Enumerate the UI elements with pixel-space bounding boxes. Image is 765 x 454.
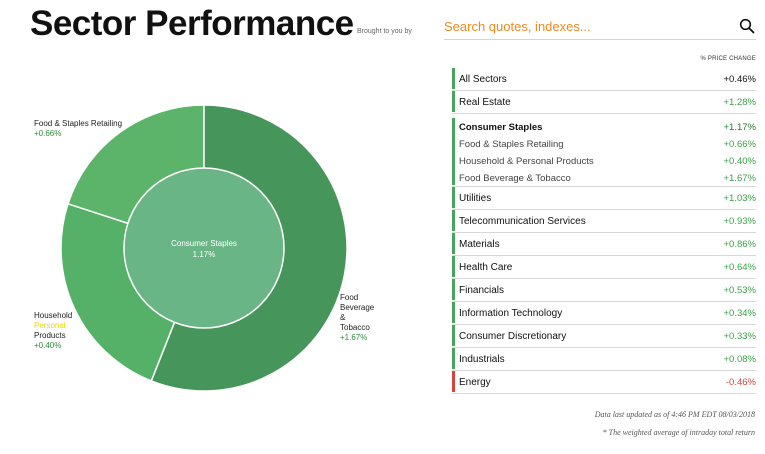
sector-change: +0.64% [723,262,757,273]
donut-center-circle[interactable] [123,167,285,329]
industry-row-food-beverage-tobacco[interactable]: Food Beverage & Tobacco +1.67% [459,171,756,185]
last-updated-note: Data last updated as of 4:46 PM EDT 08/0… [594,410,755,419]
sector-row-all-sectors[interactable]: All Sectors +0.46% [452,68,756,91]
industry-change: +0.40% [723,156,757,167]
sector-change: +1.17% [723,122,757,133]
sector-row-utilities[interactable]: Utilities +1.03% [452,187,756,210]
sector-change: +0.46% [723,74,757,85]
sector-name: Industrials [459,354,505,365]
row-indicator [452,325,455,346]
sector-name: Utilities [459,193,492,204]
segment-pct: +0.66% [34,129,62,138]
row-indicator [452,187,455,208]
sector-donut-chart: Food & Staples Retailing +0.66% Househol… [0,60,430,454]
sector-table: % PRICE CHANGE All Sectors +0.46% Real E… [452,56,756,394]
row-indicator [452,256,455,277]
sector-name: Telecommunication Services [459,216,586,227]
sector-name: Materials [459,239,500,250]
sector-name: Energy [459,377,491,388]
segment-name-line: Products [34,331,66,340]
center-sector-name: Consumer Staples [171,239,237,248]
sector-name: Health Care [459,262,513,273]
sector-group-consumer-staples: Consumer Staples +1.17% Food & Staples R… [452,114,756,187]
segment-label-food-staples-retailing[interactable]: Food & Staples Retailing +0.66% [34,119,122,139]
sector-change: +0.08% [723,354,757,365]
sector-row-health-care[interactable]: Health Care +0.64% [452,256,756,279]
row-indicator [452,233,455,254]
page-title: Sector Performance [30,4,354,43]
industry-name: Food Beverage & Tobacco [459,173,571,184]
sector-name: Financials [459,285,505,296]
industry-name: Food & Staples Retailing [459,139,564,150]
row-indicator [452,348,455,369]
sector-change: +0.33% [723,331,757,342]
sector-change: +1.28% [723,97,757,108]
sector-change: +0.53% [723,285,757,296]
sector-change: -0.46% [725,377,756,388]
weighted-average-note: * The weighted average of intraday total… [602,428,755,437]
sector-row-telecommunication-services[interactable]: Telecommunication Services +0.93% [452,210,756,233]
brought-to-you-by: Brought to you by [357,28,412,35]
sector-name: All Sectors [459,74,507,85]
sector-change: +0.34% [723,308,757,319]
search-box [444,14,756,40]
sector-name: Information Technology [459,308,563,319]
group-header-row[interactable]: Consumer Staples +1.17% [459,120,756,134]
row-indicator [452,68,455,89]
sector-row-consumer-discretionary[interactable]: Consumer Discretionary +0.33% [452,325,756,348]
sector-change: +1.03% [723,193,757,204]
row-indicator [452,210,455,231]
segment-name: Food & Staples Retailing [34,119,123,128]
row-indicator [452,371,455,392]
sector-change: +0.86% [723,239,757,250]
sector-row-energy[interactable]: Energy -0.46% [452,371,756,394]
donut-center-label[interactable]: Consumer Staples 1.17% [140,238,268,260]
segment-name-line: Food [340,293,359,302]
industry-change: +1.67% [723,173,757,184]
sector-row-industrials[interactable]: Industrials +0.08% [452,348,756,371]
center-sector-value: 1.17% [192,250,216,259]
sector-row-real-estate[interactable]: Real Estate +1.28% [452,91,756,114]
row-indicator [452,279,455,300]
search-input[interactable] [444,15,729,37]
segment-pct: +1.67% [340,333,368,342]
search-button[interactable] [738,18,756,36]
segment-name-line: Beverage [340,303,375,312]
industry-change: +0.66% [723,139,757,150]
sector-name: Consumer Discretionary [459,331,567,342]
row-indicator [452,118,455,185]
column-header: % PRICE CHANGE [700,56,756,62]
row-indicator [452,302,455,323]
segment-name-line: & [340,313,346,322]
segment-name-line: Tobacco [340,323,370,332]
sector-row-materials[interactable]: Materials +0.86% [452,233,756,256]
industry-name: Household & Personal Products [459,156,594,167]
segment-label-food-beverage-tobacco[interactable]: Food Beverage & Tobacco +1.67% [340,293,374,343]
segment-name-sub: Personal [34,321,66,330]
row-indicator [452,91,455,112]
sector-name: Real Estate [459,97,511,108]
sector-row-financials[interactable]: Financials +0.53% [452,279,756,302]
segment-pct: +0.40% [34,341,62,350]
donut-svg [60,104,348,392]
search-icon [739,18,755,34]
sector-name: Consumer Staples [459,122,543,133]
industry-row-food-staples-retailing[interactable]: Food & Staples Retailing +0.66% [459,137,756,151]
segment-label-household-products[interactable]: Household Personal Products +0.40% [34,311,72,351]
industry-row-household-personal-products[interactable]: Household & Personal Products +0.40% [459,154,756,168]
segment-name-line: Household [34,311,73,320]
sector-row-information-technology[interactable]: Information Technology +0.34% [452,302,756,325]
sector-change: +0.93% [723,216,757,227]
